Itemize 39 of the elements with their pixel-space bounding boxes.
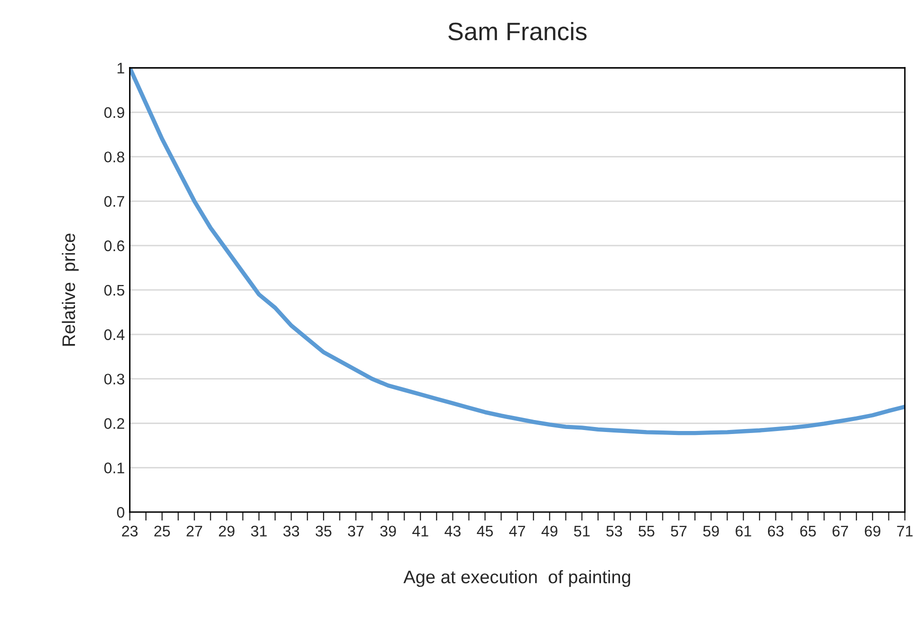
x-tick-label: 25 [154,526,170,537]
x-tick-label: 39 [380,526,396,537]
x-tick-label: 59 [703,526,719,537]
y-tick-label: 0.4 [104,329,124,340]
x-tick-label: 61 [736,526,752,537]
x-tick-label: 27 [186,526,202,536]
y-tick-label: 0.2 [104,418,124,429]
x-tick-label: 71 [897,526,913,536]
x-tick-label: 31 [251,526,267,537]
x-tick-label: 45 [476,526,493,537]
x-axis-title: Age at execution of painting [403,570,630,587]
y-axis-title: Relative price [62,234,79,346]
x-tick-label: 43 [444,526,461,537]
x-tick-label: 37 [348,526,364,537]
x-tick-label: 33 [283,526,300,537]
x-tick-label: 53 [606,526,622,537]
chart-title: Sam Francis [448,22,587,40]
x-tick-label: 23 [122,526,138,537]
y-tick-label: 0.1 [104,462,124,474]
x-tick-label: 57 [670,526,687,537]
y-tick-label: 0.7 [104,196,124,207]
x-tick-label: 41 [412,526,428,536]
x-tick-label: 69 [864,526,880,537]
x-tick-label: 49 [541,526,558,537]
x-tick-label: 51 [574,526,590,537]
y-tick-label: 0.5 [104,284,124,296]
y-tick-label: 0.6 [104,240,124,252]
x-tick-label: 63 [768,526,784,537]
x-tick-label: 67 [832,526,848,537]
x-tick-label: 47 [509,526,526,536]
y-tick-label: 1 [118,62,124,74]
x-tick-label: 35 [316,526,332,537]
x-tick-label: 65 [800,526,816,537]
y-tick-label: 0.8 [104,152,124,162]
x-tick-label: 29 [218,526,234,537]
x-tick-label: 55 [638,526,654,537]
y-tick-label: 0.3 [104,374,124,385]
y-tick-label: 0 [117,506,124,518]
y-tick-label: 0.9 [104,107,124,118]
